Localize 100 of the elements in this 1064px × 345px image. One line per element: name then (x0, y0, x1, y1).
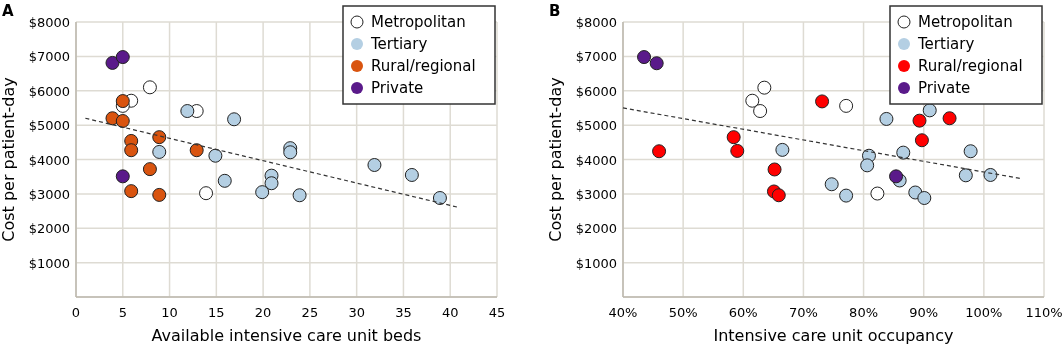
point (124, 143, 139, 158)
x-tick-label: 30 (348, 305, 365, 320)
x-tick-label: 40% (608, 305, 638, 320)
point (637, 50, 652, 65)
point (815, 94, 830, 109)
point (255, 185, 270, 200)
point (879, 111, 894, 126)
y-tick-label: $8000 (28, 15, 70, 30)
legend-label: Private (371, 79, 424, 97)
point (404, 167, 419, 182)
point (767, 162, 782, 177)
point (896, 145, 911, 160)
x-tick-label: 25 (301, 305, 319, 320)
point (757, 80, 772, 95)
point (217, 173, 232, 188)
point (771, 188, 786, 203)
y-tick-label: $1000 (575, 255, 617, 271)
x-tick-label: 5 (118, 305, 127, 320)
x-tick-label: 10 (161, 305, 178, 320)
point (726, 130, 741, 145)
point (152, 130, 167, 145)
point (652, 144, 667, 159)
point (914, 133, 929, 148)
point (189, 143, 204, 158)
point (208, 148, 223, 163)
x-tick-label: 40 (441, 305, 459, 320)
point (115, 94, 130, 109)
x-tick-label: 70% (788, 305, 818, 320)
point (745, 93, 760, 108)
point (115, 169, 130, 184)
point (922, 103, 937, 118)
y-axis-title: Cost per patient-day (0, 77, 18, 242)
point (958, 168, 973, 183)
y-tick-label: $7000 (575, 49, 617, 65)
y-tick-label: $7000 (28, 49, 70, 65)
x-tick-label: 110% (1025, 305, 1063, 320)
x-tick-label: 90% (909, 305, 939, 320)
y-tick-label: $5000 (28, 118, 70, 134)
point (839, 188, 854, 203)
point (152, 144, 167, 159)
point (839, 98, 854, 113)
x-axis-title: Intensive care unit occupancy (713, 326, 954, 345)
point (367, 158, 382, 172)
point (115, 50, 130, 65)
point (963, 144, 978, 159)
point (870, 186, 885, 201)
point (942, 111, 957, 126)
point (824, 177, 839, 192)
y-tick-label: $4000 (575, 152, 617, 168)
point (105, 55, 120, 70)
point (124, 184, 139, 199)
legend-label: Tertiary (917, 35, 975, 53)
point (889, 169, 904, 184)
x-tick-label: 60% (728, 305, 758, 320)
point (142, 162, 157, 177)
legend-label: Private (918, 79, 971, 97)
point (142, 80, 157, 95)
x-tick-label: 0 (71, 305, 81, 320)
y-tick-label: $6000 (575, 83, 617, 99)
point (649, 56, 664, 71)
point (180, 104, 195, 119)
chart-title: B (549, 2, 561, 20)
legend-label: Metropolitan (918, 13, 1013, 31)
x-tick-label: 35 (395, 305, 412, 320)
point (432, 191, 447, 205)
x-tick-label: 20 (254, 305, 272, 320)
y-tick-label: $2000 (575, 221, 617, 237)
y-tick-label: $5000 (575, 118, 617, 134)
y-tick-label: $2000 (28, 221, 70, 237)
point (292, 188, 307, 203)
y-axis-title: Cost per patient-day (546, 77, 565, 242)
legend-label: Metropolitan (371, 13, 466, 31)
point (775, 142, 790, 157)
point (115, 114, 130, 128)
point (983, 167, 998, 182)
x-tick-label: 100% (965, 305, 1003, 320)
x-tick-label: 50% (668, 305, 698, 320)
point (152, 187, 167, 202)
point (264, 176, 279, 191)
y-tick-label: $4000 (28, 152, 70, 168)
point (860, 158, 875, 173)
chart-title: A (2, 2, 14, 20)
x-tick-label: 80% (849, 305, 879, 320)
x-tick-label: 15 (208, 305, 225, 320)
point (283, 145, 298, 160)
point (917, 191, 932, 205)
legend-label: Rural/regional (371, 57, 476, 75)
y-tick-label: $8000 (575, 15, 617, 30)
y-tick-label: $6000 (28, 83, 70, 99)
legend-label: Tertiary (370, 35, 428, 53)
y-tick-label: $1000 (28, 255, 70, 271)
point (753, 104, 768, 119)
point (199, 186, 214, 201)
point (912, 113, 927, 128)
x-axis-title: Available intensive care unit beds (151, 326, 422, 345)
legend-label: Rural/regional (918, 57, 1023, 75)
y-tick-label: $3000 (575, 186, 617, 202)
point (730, 143, 745, 158)
y-tick-label: $3000 (28, 186, 70, 202)
x-tick-label: 45 (488, 305, 506, 320)
